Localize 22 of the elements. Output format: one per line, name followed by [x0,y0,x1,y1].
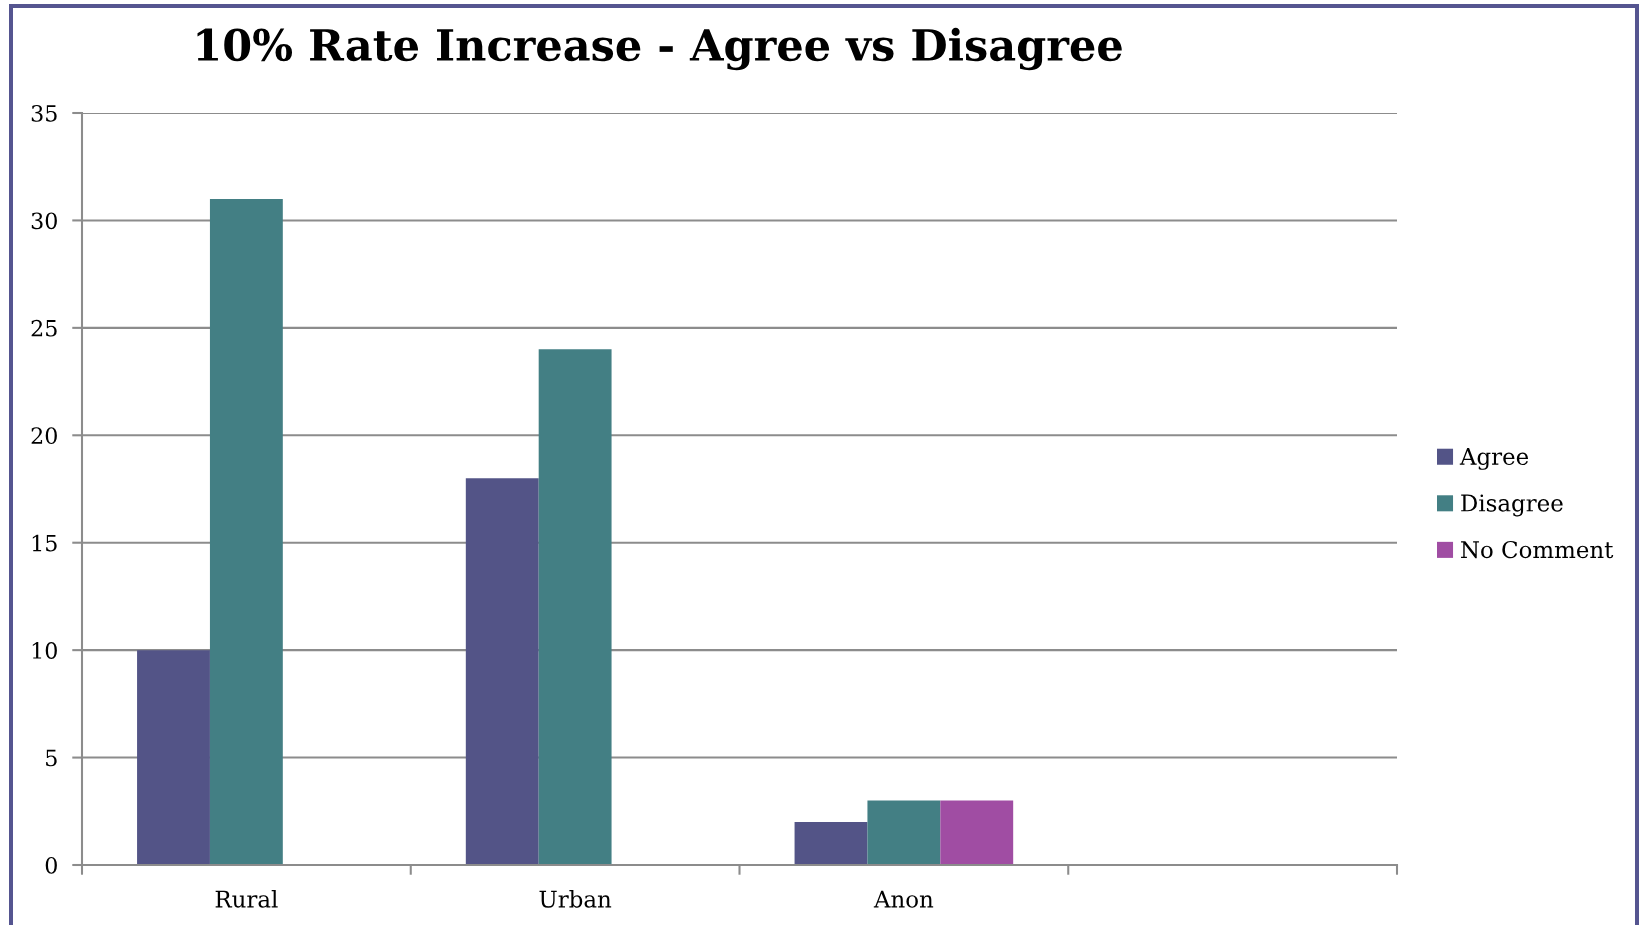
y-tick-label: 25 [31,319,57,337]
x-tick-label: Rural [215,890,278,908]
chart-title: 10% Rate Increase - Agree vs Disagree [197,27,1122,71]
legend-label: Agree [1459,448,1529,470]
bar [538,349,612,865]
legend-label: Disagree [1461,494,1563,517]
bar [940,800,1014,865]
y-tick-label: 35 [31,104,57,122]
y-tick-label: 15 [32,534,57,552]
legend-label: No Comment [1461,540,1614,559]
x-tick-label: Anon [873,890,934,908]
y-tick-label: 5 [46,749,57,767]
bar [794,822,868,865]
bar [137,650,210,865]
y-tick-label: 30 [31,212,57,230]
y-tick-label: 20 [31,427,57,445]
y-tick-label: 10 [32,642,57,659]
y-tick-label: 0 [45,856,57,874]
bar [209,198,283,865]
bar [465,478,539,865]
bar [867,800,941,865]
x-tick-label: Urban [539,890,612,908]
